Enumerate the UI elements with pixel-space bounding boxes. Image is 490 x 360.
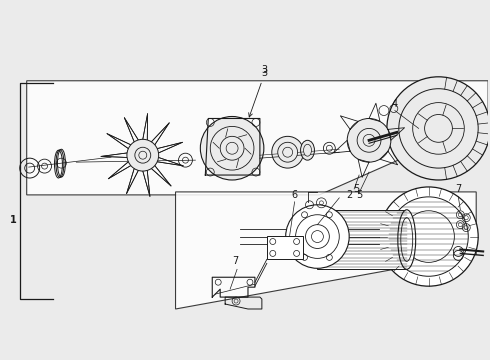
Ellipse shape [300,140,315,160]
Ellipse shape [401,218,413,261]
Text: 7: 7 [455,184,462,194]
Circle shape [347,118,391,162]
Text: 1: 1 [10,215,17,225]
Circle shape [387,77,490,180]
Circle shape [200,117,264,180]
Polygon shape [26,81,488,195]
Circle shape [295,215,339,258]
Circle shape [413,103,465,154]
Polygon shape [175,192,476,309]
Circle shape [278,142,297,162]
Text: 5: 5 [353,184,359,194]
Circle shape [379,187,478,286]
Text: 3: 3 [249,68,268,117]
Bar [267,235,302,260]
Circle shape [210,126,254,170]
Circle shape [127,139,159,171]
Circle shape [272,136,303,168]
Ellipse shape [398,210,416,269]
Text: 3: 3 [262,65,268,75]
Circle shape [399,89,478,168]
Circle shape [389,197,468,276]
Text: 7: 7 [232,256,238,266]
Circle shape [220,136,244,160]
Text: 5: 5 [356,190,362,200]
Circle shape [286,205,349,268]
Text: 4: 4 [443,157,450,167]
Circle shape [403,211,454,262]
Bar [318,210,407,269]
Ellipse shape [303,144,312,156]
Text: 6: 6 [292,190,298,200]
Text: 2: 2 [346,190,352,200]
Text: 4: 4 [392,99,398,109]
Circle shape [306,225,329,248]
